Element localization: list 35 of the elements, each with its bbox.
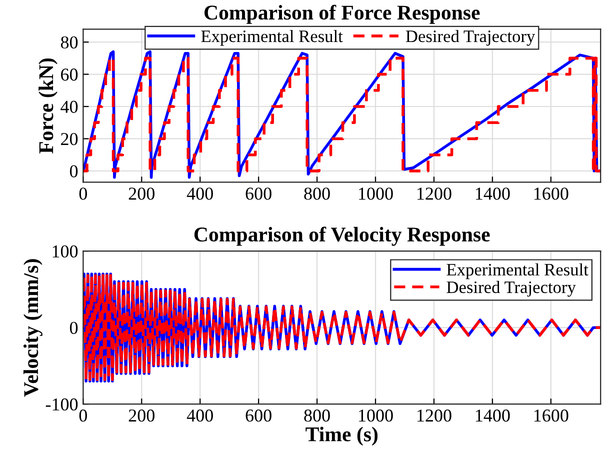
x-tick-label: 1200	[418, 409, 452, 422]
x-tick-label: 200	[128, 188, 154, 200]
legend-label: Desired Trajectory	[446, 280, 576, 297]
x-tick-label: 0	[79, 409, 87, 422]
y-tick-label: -100	[46, 398, 78, 411]
x-tick-label: 1400	[476, 409, 510, 422]
x-tick-label: 600	[246, 188, 272, 200]
y-tick-label: 0	[70, 165, 78, 178]
y-tick-label: 0	[70, 322, 78, 334]
x-tick-label: 800	[304, 188, 330, 200]
x-tick-label: 0	[79, 188, 87, 200]
x-tick-label: 1400	[476, 188, 510, 200]
x-tick-label: 600	[246, 409, 272, 422]
x-tick-label: 400	[186, 188, 213, 200]
x-tick-label: 800	[304, 409, 330, 422]
legend-label: Desired Trajectory	[406, 30, 536, 46]
x-tick-label: 1600	[534, 409, 568, 422]
y-tick-label: 80	[60, 36, 78, 49]
x-axis-title: Time (s)	[306, 426, 378, 446]
y-axis-title: Force (kN)	[38, 58, 58, 154]
x-tick-label: 1200	[418, 188, 452, 200]
y-tick-label: 60	[61, 68, 78, 81]
chart-title: Comparison of Velocity Response	[194, 226, 490, 246]
y-tick-label: 20	[61, 132, 78, 146]
x-tick-label: 200	[128, 409, 154, 422]
x-tick-label: 1000	[359, 188, 393, 200]
y-tick-label: 40	[60, 100, 78, 113]
x-tick-label: 400	[186, 409, 213, 422]
chart-title: Comparison of Force Response	[204, 4, 480, 24]
y-tick-label: 100	[52, 245, 78, 258]
y-axis-title: Velocity (mm/s)	[23, 259, 42, 397]
legend-label: Experimental Result	[201, 30, 343, 46]
legend-label: Experimental Result	[446, 263, 588, 280]
x-tick-label: 1000	[359, 409, 393, 422]
x-tick-label: 1600	[534, 188, 568, 200]
